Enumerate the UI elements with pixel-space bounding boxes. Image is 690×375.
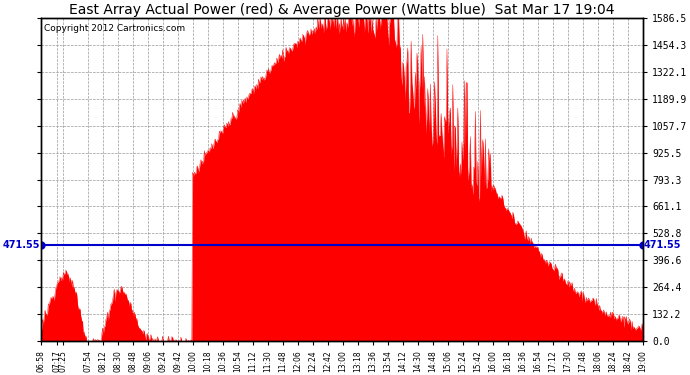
Text: 471.55: 471.55 [3, 240, 40, 250]
Text: 471.55: 471.55 [644, 240, 681, 250]
Text: Copyright 2012 Cartronics.com: Copyright 2012 Cartronics.com [44, 24, 185, 33]
Title: East Array Actual Power (red) & Average Power (Watts blue)  Sat Mar 17 19:04: East Array Actual Power (red) & Average … [69, 3, 615, 17]
